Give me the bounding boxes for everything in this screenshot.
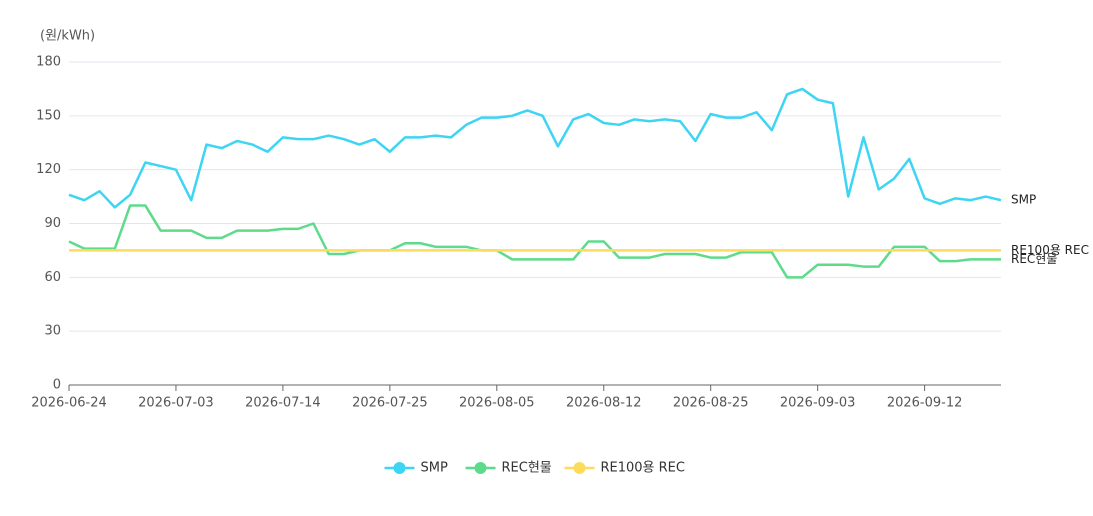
x-tick-label: 2026-06-24 [31,396,107,411]
x-tick-label: 2026-07-25 [352,396,428,411]
legend-label: RE100용 REC [601,461,685,476]
x-tick-label: 2026-07-03 [138,396,214,411]
x-tick-label: 2026-09-12 [887,396,963,411]
y-tick-label: 90 [44,216,61,231]
y-tick-label: 30 [44,324,61,339]
y-tick-label: 150 [36,108,61,123]
end-label: REC현물 [1011,252,1057,266]
x-tick-label: 2026-09-03 [780,396,856,411]
x-tick-label: 2026-07-14 [245,396,321,411]
legend-marker [573,462,586,474]
end-label: SMP [1011,193,1036,207]
series-line [68,87,1002,209]
x-tick-label: 2026-08-25 [673,396,749,411]
series-line [68,204,1001,279]
legend-label: REC현물 [502,461,552,476]
y-axis-label: (원/kWh) [40,29,95,44]
legend-label: SMP [421,461,448,476]
x-tick-label: 2026-08-05 [459,396,535,411]
legend-marker [393,462,406,474]
x-tick-label: 2026-08-12 [566,396,642,411]
y-tick-label: 120 [36,162,61,177]
legend-marker [474,462,487,474]
y-tick-label: 0 [53,378,61,393]
y-tick-label: 60 [44,270,61,285]
y-tick-label: 180 [36,55,61,70]
end-label: RE100용 REC [1011,243,1089,257]
